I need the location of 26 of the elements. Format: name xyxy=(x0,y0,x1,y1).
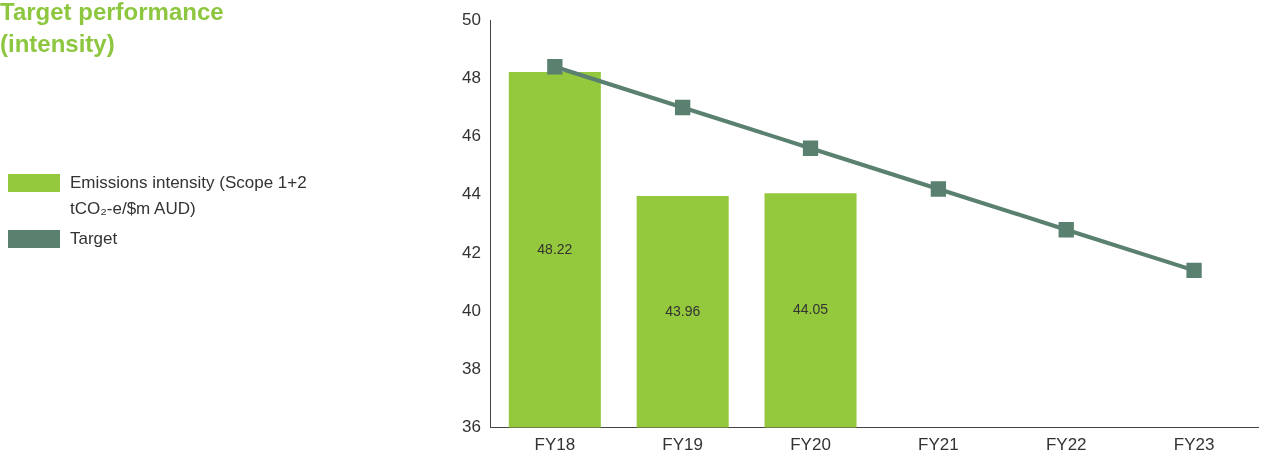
legend-label: Emissions intensity (Scope 1+2 tCO₂-e/$m AUD) xyxy=(70,172,308,220)
text: Target performance (intensity) xyxy=(0,0,225,59)
x-tick-label: FY19 xyxy=(662,435,703,455)
y-tick-label: 44 xyxy=(461,184,481,204)
data-label: 44.05 xyxy=(793,301,829,318)
point xyxy=(1058,222,1074,238)
x-tick-label: FY20 xyxy=(790,435,831,455)
point xyxy=(547,59,563,75)
data-label: 43.96 xyxy=(665,302,701,319)
y-tick-label: 46 xyxy=(461,126,481,146)
point xyxy=(1186,262,1202,279)
point xyxy=(802,140,819,156)
y-tick-label: 50 xyxy=(461,9,481,29)
y-tick-label: 36 xyxy=(461,417,481,437)
point xyxy=(675,99,691,116)
x-tick-label: FY21 xyxy=(918,435,959,455)
x-tick-label: FY18 xyxy=(534,435,576,455)
y-tick-label: 38 xyxy=(461,359,481,379)
legend-label: Target xyxy=(70,228,119,250)
point xyxy=(930,181,947,197)
x-tick-label: FY23 xyxy=(1173,435,1215,455)
y-tick-label: 40 xyxy=(461,300,481,320)
y-tick-label: 42 xyxy=(461,242,481,262)
y-tick-label: 48 xyxy=(461,68,481,88)
x-tick-label: FY22 xyxy=(1045,435,1087,455)
data-label: 48.22 xyxy=(537,240,573,257)
